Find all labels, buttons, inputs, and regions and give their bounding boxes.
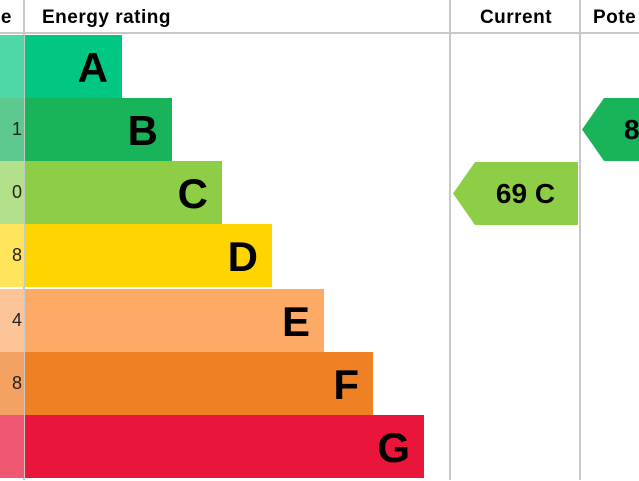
- energy-rating-header: Energy rating: [42, 7, 171, 28]
- score-cell-d: 8: [0, 224, 24, 287]
- rating-bar-g: G: [25, 415, 424, 478]
- score-cell-b: 1: [0, 98, 24, 161]
- rating-bar-e: E: [25, 289, 324, 352]
- rating-bar-f: F: [25, 352, 373, 415]
- score-cell-e: 4: [0, 289, 24, 352]
- score-header: e: [0, 7, 12, 28]
- rating-bar-a: A: [25, 35, 122, 98]
- rating-bar-c: C: [25, 161, 222, 224]
- current-rating-label: 69 C: [495, 178, 556, 209]
- divider: [449, 0, 451, 480]
- score-cell-g: [0, 415, 24, 478]
- current-header: Current: [479, 7, 553, 28]
- divider: [579, 0, 581, 480]
- divider: [23, 0, 25, 480]
- potential-header: Pote: [593, 7, 637, 28]
- rating-bar-b: B: [25, 98, 172, 161]
- potential-rating-label: 8: [624, 114, 639, 145]
- potential-rating-arrow: 8: [582, 98, 639, 161]
- header-row: [0, 0, 639, 34]
- current-rating-arrow: 69 C: [453, 162, 578, 225]
- rating-bar-d: D: [25, 224, 272, 287]
- score-cell-c: 0: [0, 161, 24, 224]
- score-cell-a: [0, 35, 24, 98]
- score-cell-f: 8: [0, 352, 24, 415]
